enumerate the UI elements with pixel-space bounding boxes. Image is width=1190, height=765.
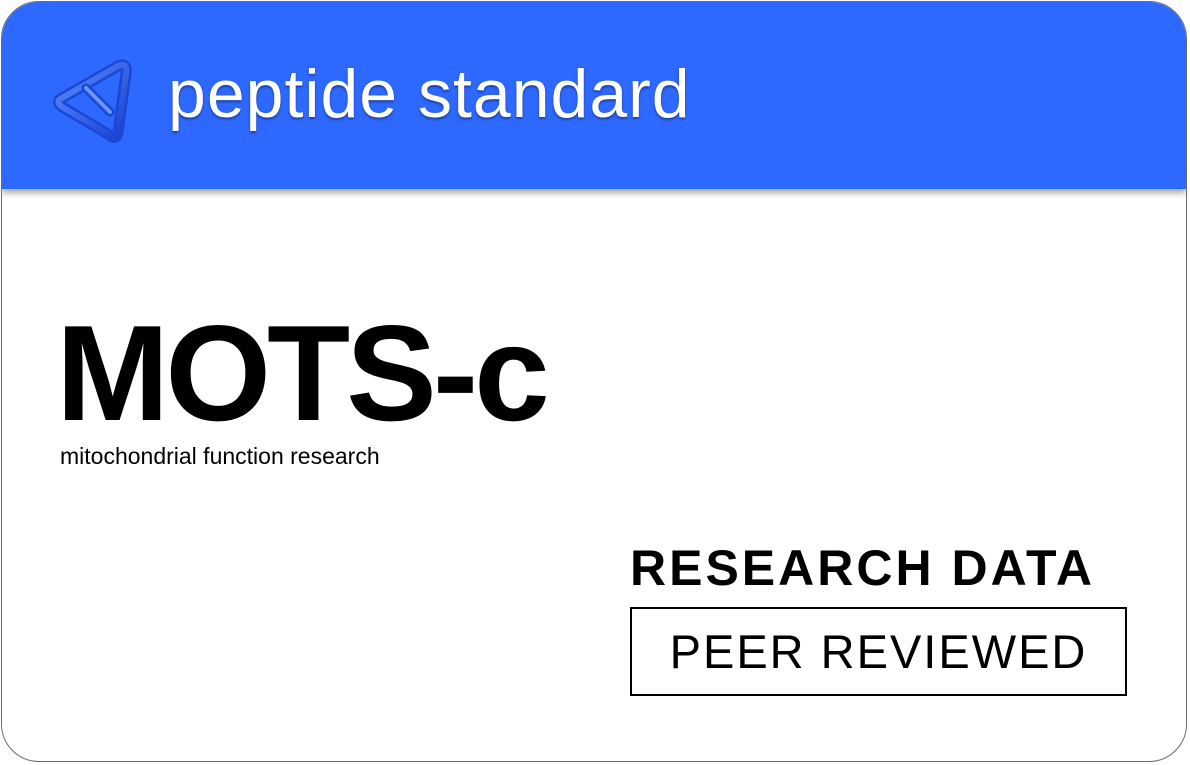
peer-reviewed-badge: PEER REVIEWED (630, 607, 1127, 696)
twisted-triangle-logo-icon (53, 59, 132, 143)
research-data-label: RESEARCH DATA (630, 540, 1095, 596)
peer-reviewed-label: PEER REVIEWED (669, 624, 1088, 678)
product-subtitle: mitochondrial function research (60, 443, 380, 469)
brand-header: peptide standard (2, 2, 1186, 189)
product-title: MOTS-c (56, 297, 550, 449)
brand-name: peptide standard (168, 56, 691, 132)
brand-logo-icon (48, 58, 134, 144)
